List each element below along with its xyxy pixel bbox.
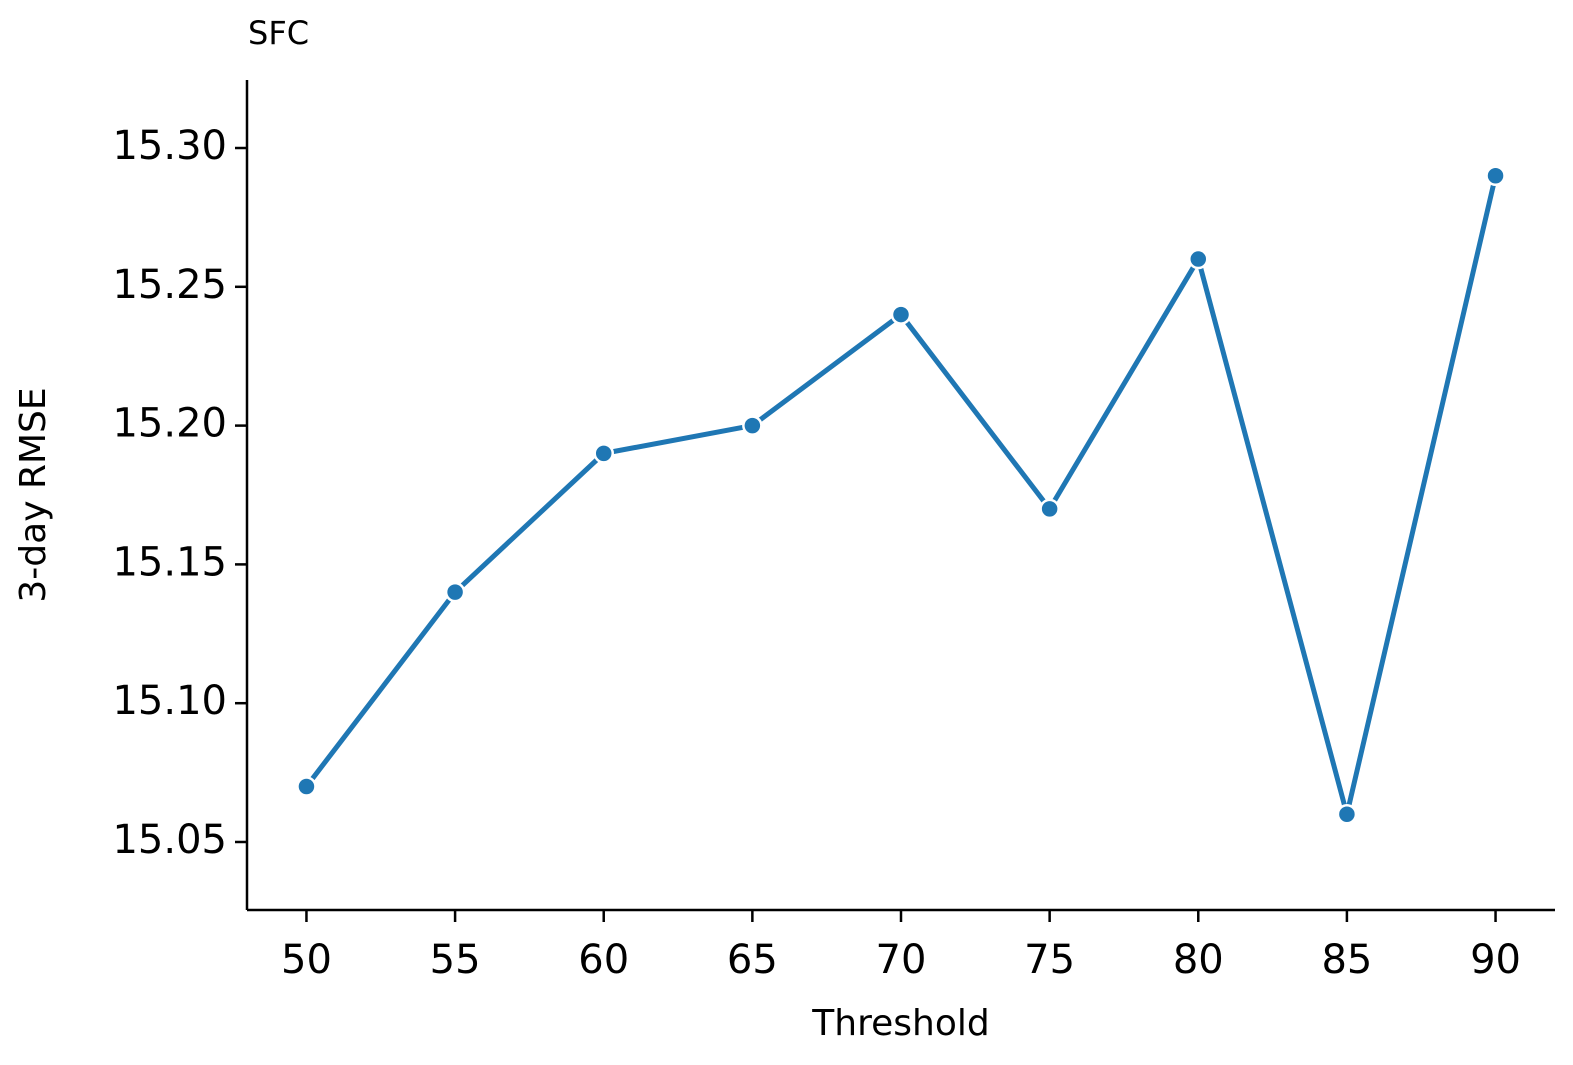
x-tick-label: 65	[727, 937, 778, 983]
y-tick-label: 15.05	[112, 817, 227, 863]
marker	[742, 415, 763, 436]
x-tick-label: 90	[1470, 937, 1521, 983]
marker	[1485, 165, 1506, 187]
x-tick-label: 60	[578, 937, 629, 983]
y-tick-label: 15.10	[112, 678, 227, 724]
marker	[1188, 248, 1209, 270]
marker	[1336, 803, 1358, 825]
x-tick-label: 85	[1321, 937, 1372, 983]
x-tick-label: 80	[1173, 937, 1224, 983]
chart-title: SFC	[248, 14, 309, 52]
y-tick-label: 15.20	[112, 401, 227, 447]
x-tick-label: 50	[281, 937, 332, 983]
marker	[296, 776, 317, 797]
marker	[444, 581, 466, 603]
y-tick-label: 15.30	[112, 123, 227, 169]
x-tick-label: 75	[1024, 937, 1075, 983]
x-tick-label: 55	[430, 937, 481, 983]
y-axis-label: 3-day RMSE	[13, 387, 54, 602]
x-axis-label: Threshold	[811, 1003, 989, 1044]
marker	[890, 304, 912, 325]
marker	[1039, 498, 1060, 520]
y-tick-label: 15.25	[112, 262, 227, 308]
marker	[593, 443, 614, 464]
y-tick-label: 15.15	[112, 539, 227, 585]
line	[304, 175, 1498, 817]
x-tick-label: 70	[876, 937, 927, 983]
